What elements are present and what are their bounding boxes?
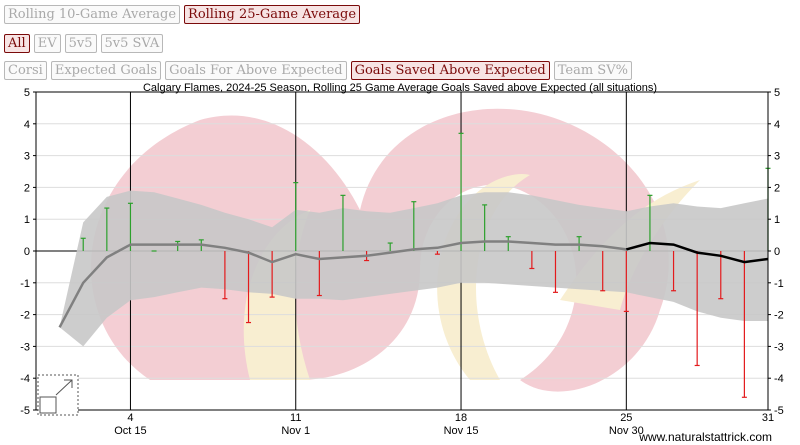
y-tick-label-right-2: -3 xyxy=(774,341,784,353)
y-tick-label-right-10: 5 xyxy=(774,87,780,99)
confidence-band xyxy=(59,190,769,347)
metric-expected-goals-button[interactable]: Expected Goals xyxy=(50,61,162,80)
y-tick-label-left-5: 0 xyxy=(24,246,30,258)
y-tick-label-left-0: -5 xyxy=(20,405,30,417)
x-tick-label-3: 25 xyxy=(620,412,632,424)
rolling-25-game-button[interactable]: Rolling 25-Game Average xyxy=(184,5,361,24)
y-tick-label-right-8: 3 xyxy=(774,151,780,163)
x-date-label-1: Nov 1 xyxy=(281,425,310,437)
expand-chart-control[interactable] xyxy=(37,374,79,416)
y-tick-label-left-1: -4 xyxy=(20,373,30,385)
metric-gsax-button[interactable]: Goals Saved Above Expected xyxy=(350,61,550,80)
y-tick-label-right-7: 2 xyxy=(774,182,780,194)
x-tick-label-4: 31 xyxy=(762,412,774,424)
expand-arrow-icon xyxy=(55,379,73,396)
y-tick-label-left-4: -1 xyxy=(20,278,30,290)
metric-gfax-button[interactable]: Goals For Above Expected xyxy=(165,61,347,80)
x-tick-label-1: 11 xyxy=(290,412,301,424)
y-tick-label-left-3: -2 xyxy=(20,310,30,322)
rolling-10-game-button[interactable]: Rolling 10-Game Average xyxy=(4,5,181,24)
x-date-label-2: Nov 15 xyxy=(444,425,479,437)
y-tick-label-right-4: -1 xyxy=(774,278,784,290)
x-date-label-3: Nov 30 xyxy=(609,425,644,437)
y-tick-label-right-1: -4 xyxy=(774,373,784,385)
situation-selector: All EV 5v5 5v5 SVA xyxy=(4,34,164,53)
rolling-average-line-recent xyxy=(625,241,769,264)
y-tick-label-left-6: 1 xyxy=(24,214,30,226)
metric-selector: Corsi Expected Goals Goals For Above Exp… xyxy=(4,61,632,80)
situation-all-button[interactable]: All xyxy=(4,34,30,53)
expand-small-square xyxy=(39,396,57,414)
rolling-average-line xyxy=(58,240,769,328)
game-bars xyxy=(80,132,771,398)
situation-5v5-sva-button[interactable]: 5v5 SVA xyxy=(100,34,164,53)
y-tick-label-right-5: 0 xyxy=(774,246,780,258)
metric-corsi-button[interactable]: Corsi xyxy=(4,61,47,80)
expand-frame[interactable] xyxy=(37,374,79,416)
y-tick-label-right-3: -2 xyxy=(774,310,784,322)
y-tick-label-left-2: -3 xyxy=(20,341,30,353)
y-tick-label-left-10: 5 xyxy=(24,87,30,99)
confidence-band-area xyxy=(59,190,769,347)
situation-5v5-button[interactable]: 5v5 xyxy=(64,34,97,53)
x-tick-label-2: 18 xyxy=(455,412,467,424)
metric-team-sv-button[interactable]: Team SV% xyxy=(553,61,632,80)
rolling-window-selector: Rolling 10-Game Average Rolling 25-Game … xyxy=(4,5,361,24)
gsax-chart: Calgary Flames, 2024-25 Season, Rolling … xyxy=(20,82,784,444)
rolling-average-line-early xyxy=(58,240,627,328)
x-date-label-0: Oct 15 xyxy=(114,425,146,437)
x-tick-label-0: 4 xyxy=(127,412,133,424)
y-tick-label-right-0: -5 xyxy=(774,405,784,417)
watermark-text: www.naturalstattrick.com xyxy=(638,430,772,444)
situation-ev-button[interactable]: EV xyxy=(33,34,61,53)
chart-title: Calgary Flames, 2024-25 Season, Rolling … xyxy=(143,82,657,94)
y-tick-label-left-9: 4 xyxy=(24,119,30,131)
y-tick-label-left-8: 3 xyxy=(24,151,30,163)
y-tick-label-right-6: 1 xyxy=(774,214,780,226)
y-tick-label-right-9: 4 xyxy=(774,119,780,131)
y-tick-label-left-7: 2 xyxy=(24,182,30,194)
